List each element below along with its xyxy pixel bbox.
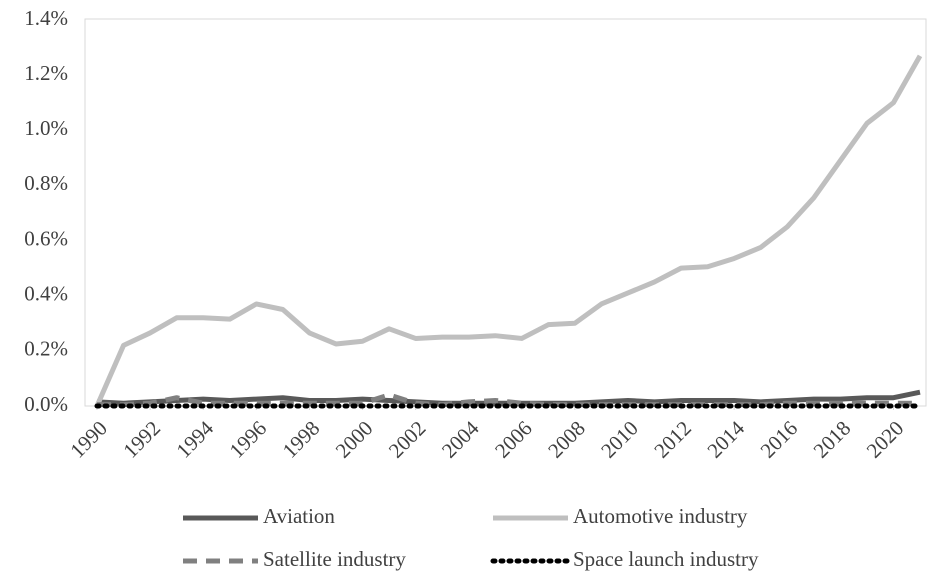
x-tick-label: 2020 bbox=[862, 416, 909, 463]
y-tick-label: 1.2% bbox=[24, 61, 68, 85]
x-tick-label: 1994 bbox=[171, 416, 218, 463]
x-tick-label: 2008 bbox=[543, 416, 590, 463]
x-tick-label: 2006 bbox=[490, 416, 537, 463]
x-tick-label: 2000 bbox=[331, 416, 378, 463]
x-tick-label: 2014 bbox=[702, 416, 749, 463]
x-tick-label: 2010 bbox=[596, 416, 643, 463]
x-tick-label: 1996 bbox=[225, 416, 272, 463]
legend-label: Satellite industry bbox=[263, 547, 406, 571]
series-line bbox=[94, 54, 923, 408]
x-tick-label: 2004 bbox=[437, 416, 484, 463]
legend-label: Aviation bbox=[263, 504, 335, 528]
x-tick-label: 1998 bbox=[278, 416, 325, 463]
y-tick-label: 1.0% bbox=[24, 116, 68, 140]
x-tick-label: 2002 bbox=[384, 416, 431, 463]
y-tick-label: 0.0% bbox=[24, 392, 68, 416]
legend-label: Automotive industry bbox=[573, 504, 748, 528]
y-tick-label: 0.2% bbox=[24, 337, 68, 361]
x-tick-label: 2012 bbox=[649, 416, 696, 463]
x-tick-label: 1990 bbox=[65, 416, 112, 463]
series-line bbox=[97, 392, 920, 408]
x-tick-label: 2018 bbox=[809, 416, 856, 463]
x-tick-label: 2016 bbox=[756, 416, 803, 463]
y-tick-label: 1.4% bbox=[24, 6, 68, 30]
y-tick-label: 0.6% bbox=[24, 226, 68, 250]
y-tick-label: 0.8% bbox=[24, 171, 68, 195]
y-tick-label: 0.4% bbox=[24, 282, 68, 306]
x-tick-label: 1992 bbox=[118, 416, 165, 463]
legend-label: Space launch industry bbox=[573, 547, 759, 571]
